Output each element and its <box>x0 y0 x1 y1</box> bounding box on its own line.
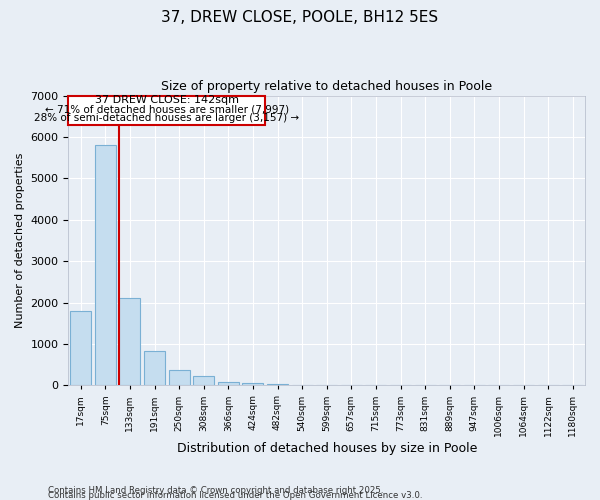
Bar <box>119 298 140 386</box>
Bar <box>95 145 116 386</box>
Bar <box>267 384 288 386</box>
Bar <box>193 376 214 386</box>
Text: Contains public sector information licensed under the Open Government Licence v3: Contains public sector information licen… <box>48 491 422 500</box>
Bar <box>218 382 239 386</box>
Text: Contains HM Land Registry data © Crown copyright and database right 2025.: Contains HM Land Registry data © Crown c… <box>48 486 383 495</box>
X-axis label: Distribution of detached houses by size in Poole: Distribution of detached houses by size … <box>176 442 477 455</box>
Bar <box>242 383 263 386</box>
Bar <box>169 370 190 386</box>
Bar <box>70 311 91 386</box>
Title: Size of property relative to detached houses in Poole: Size of property relative to detached ho… <box>161 80 492 93</box>
Text: 37, DREW CLOSE, POOLE, BH12 5ES: 37, DREW CLOSE, POOLE, BH12 5ES <box>161 10 439 25</box>
FancyBboxPatch shape <box>68 96 265 126</box>
Y-axis label: Number of detached properties: Number of detached properties <box>15 152 25 328</box>
Text: ← 71% of detached houses are smaller (7,997): ← 71% of detached houses are smaller (7,… <box>45 104 289 114</box>
Text: 28% of semi-detached houses are larger (3,157) →: 28% of semi-detached houses are larger (… <box>34 112 299 122</box>
Bar <box>144 351 165 386</box>
Text: 37 DREW CLOSE: 142sqm: 37 DREW CLOSE: 142sqm <box>95 95 239 105</box>
